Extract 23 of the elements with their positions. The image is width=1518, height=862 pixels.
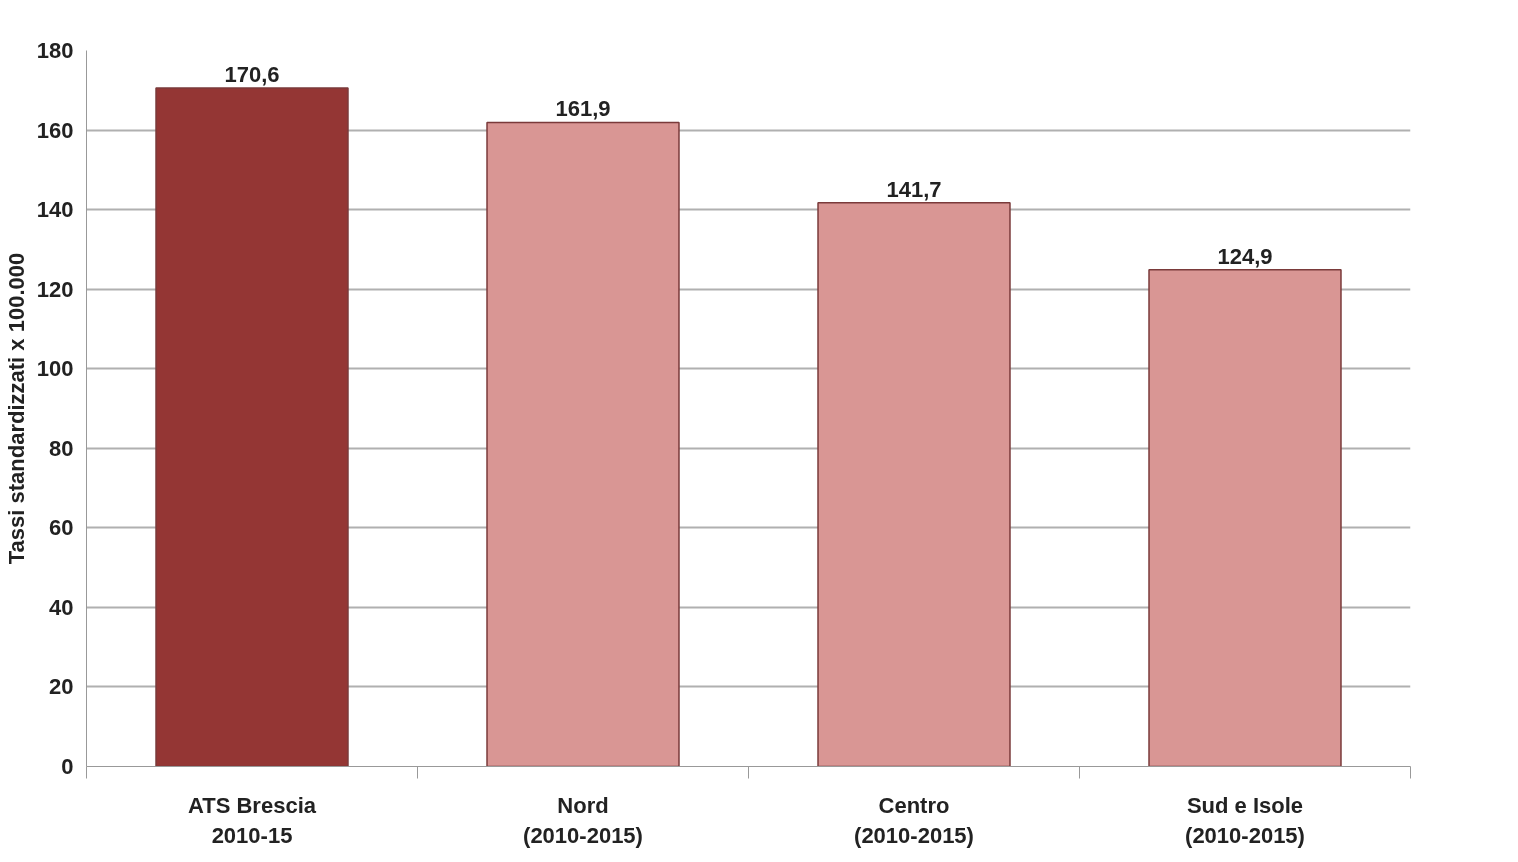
y-tick-label: 80 (49, 435, 74, 461)
y-tick-label: 0 (61, 754, 74, 779)
y-tick-label: 140 (36, 197, 74, 223)
bar (1148, 268, 1342, 767)
y-tick-label: 120 (36, 276, 74, 302)
y-axis-title: Tassi standardizzati x 100.000 (3, 252, 29, 565)
y-tick-label: 60 (49, 515, 74, 541)
x-tick-label: Sud e Isole (2010-2015) (1185, 792, 1305, 848)
y-tick-label: 20 (49, 674, 74, 700)
y-tick-label: 40 (49, 594, 74, 620)
bar (155, 87, 349, 767)
x-tick-label: Centro (2010-2015) (854, 792, 974, 848)
data-label: 170,6 (224, 61, 280, 87)
x-tick-label: Nord (2010-2015) (523, 792, 643, 848)
y-tick-label: 180 (36, 38, 74, 63)
data-label: 141,7 (886, 176, 942, 202)
data-label: 161,9 (555, 96, 611, 122)
y-tick-label: 100 (36, 356, 74, 382)
x-tick-label: ATS Brescia 2010-15 (188, 792, 317, 848)
bar (817, 202, 1011, 767)
y-tick-label: 160 (36, 117, 74, 143)
data-label: 124,9 (1217, 243, 1273, 269)
bar (486, 121, 680, 767)
